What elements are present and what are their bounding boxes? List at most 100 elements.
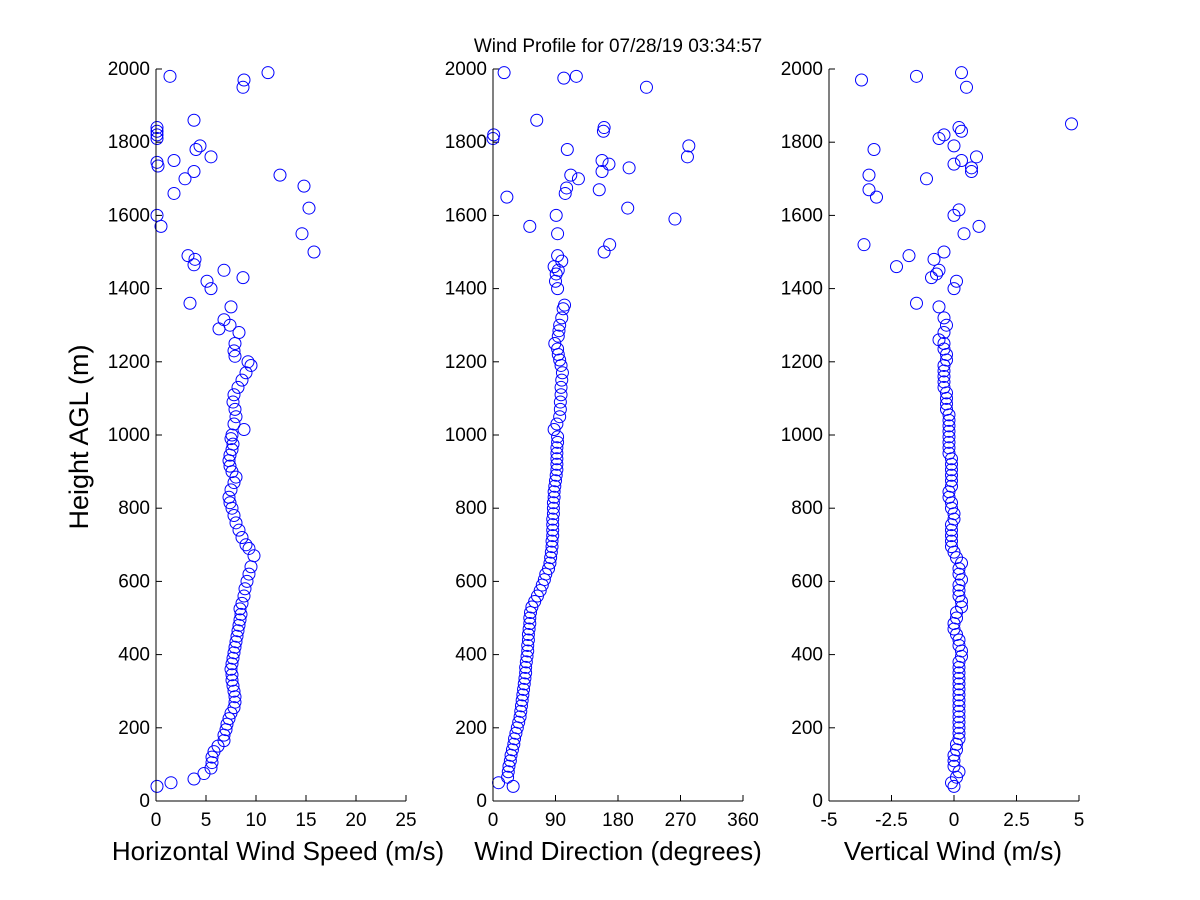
panel-0-data-point: [205, 750, 219, 764]
panel-0-x-tick-label: 10: [245, 810, 266, 831]
panel-0-data-point: [222, 490, 236, 504]
panel-0-data-point: [167, 154, 181, 167]
panel-1-data-point: [546, 518, 560, 532]
panel-2-axes: [828, 69, 1079, 802]
panel-0-data-point: [193, 139, 207, 153]
panel-0-y-tick-label: 1800: [108, 132, 150, 153]
panel-1-data-point: [550, 446, 564, 460]
panel-0-data-point: [163, 69, 177, 83]
panel-2-data-point: [952, 704, 966, 718]
panel-1-data-point: [571, 172, 585, 186]
panel-1-y-tick-label: 0: [476, 791, 487, 812]
panel-0-data-point: [224, 300, 238, 314]
panel-0-data-point: [231, 380, 245, 394]
panel-0-data-point: [227, 509, 241, 523]
panel-0-data-point: [236, 271, 250, 285]
panel-0-data-point: [229, 516, 243, 530]
panel-1-x-tick-label: 180: [602, 810, 634, 831]
panel-2-y-tick-label: 2000: [781, 59, 823, 80]
panel-2-data-point: [945, 474, 958, 488]
panel-0-points: [150, 66, 321, 793]
panel-0-data-point: [225, 443, 239, 457]
panel-2-data-point: [927, 252, 941, 266]
panel-2-data-point: [952, 666, 966, 680]
panel-2-data-point: [937, 369, 951, 383]
panel-1-xlabel: Wind Direction (degrees): [474, 836, 762, 866]
panel-1-data-point: [517, 682, 531, 696]
panel-1-data-point: [550, 463, 564, 477]
panel-0-y-tick-label: 2000: [108, 59, 150, 80]
panel-1-y-tick-label: 1200: [445, 352, 487, 373]
panel-1-y-tick-label: 1000: [445, 425, 487, 446]
panel-2-data-point: [945, 540, 958, 554]
panel-0-data-point: [224, 483, 238, 497]
panel-1-data-point: [554, 380, 568, 394]
panel-0-data-point: [232, 523, 246, 537]
panel-2-data-point: [952, 578, 966, 592]
panel-0-data-point: [240, 574, 254, 588]
panel-2-data-point: [937, 311, 951, 325]
panel-1-data-point: [597, 121, 611, 135]
panel-0-data-point: [224, 662, 238, 676]
panel-1-data-point: [523, 219, 537, 233]
panel-0-data-point: [167, 186, 181, 200]
panel-2-data-point: [947, 779, 961, 793]
panel-1-data-point: [519, 655, 533, 669]
panel-2-data-point: [952, 688, 966, 702]
panel-0-data-point: [150, 128, 164, 142]
panel-2-data-point: [952, 671, 966, 685]
panel-0-data-point: [234, 607, 248, 621]
panel-0-data-point: [242, 541, 256, 555]
panel-2-data-point: [945, 479, 958, 493]
panel-1-data-point: [545, 534, 559, 548]
panel-2-ticks: 0 200 400 600 800 1000 1200 1400 1600 1800 2000 -5 -…: [781, 59, 1085, 831]
panel-1-data-point: [546, 501, 560, 515]
panel-1-data-point: [513, 710, 527, 724]
panel-2-data-point: [910, 69, 923, 83]
panel-2-data-point: [952, 121, 966, 135]
panel-0-data-point: [227, 344, 241, 358]
panel-1-data-point: [551, 263, 565, 277]
panel-1-x-tick-label: 0: [488, 810, 499, 831]
panel-1-data-point: [639, 80, 653, 94]
panel-0-data-point: [235, 596, 249, 610]
panel-2-y-tick-label: 800: [791, 498, 823, 519]
panel-0-data-point: [188, 252, 202, 266]
horizontal-wind-speed-panel: Horizontal Wind Speed (m/s) Height AGL (…: [64, 59, 444, 866]
panel-2-data-point: [947, 157, 961, 171]
panel-2-data-point: [930, 267, 943, 281]
panel-0-y-tick-label: 1600: [108, 205, 150, 226]
panel-1-data-point: [551, 329, 565, 343]
panel-2-data-point: [955, 124, 968, 138]
panel-1-data-point: [551, 227, 565, 241]
panel-1-data-point: [553, 410, 567, 424]
panel-1-data-point: [550, 441, 564, 455]
panel-1-data-point: [551, 430, 565, 444]
panel-2-data-point: [940, 397, 953, 411]
panel-2-data-point: [957, 227, 971, 241]
panel-1-data-point: [553, 395, 567, 409]
panel-0-data-point: [226, 679, 240, 693]
wind-direction-panel: Wind Direction (degrees) 0 200 400 600 800 10…: [445, 59, 762, 866]
panel-1-data-point: [560, 181, 574, 195]
panel-1-data-point: [546, 507, 560, 521]
panel-0-x-tick-label: 25: [395, 810, 416, 831]
panel-1-data-point: [517, 677, 531, 691]
panel-0-data-point: [205, 756, 219, 770]
panel-0-data-point: [297, 179, 311, 193]
panel-1-data-point: [518, 671, 532, 685]
panel-2-points: [855, 66, 1078, 793]
panel-1-data-point: [519, 666, 533, 680]
panel-2-y-tick-label: 1200: [781, 352, 823, 373]
panel-0-data-point: [225, 428, 239, 442]
panel-2-data-point: [970, 150, 983, 164]
panel-1-y-tick-label: 400: [455, 645, 487, 666]
panel-1-data-point: [521, 638, 535, 652]
panel-1-data-point: [547, 485, 561, 499]
panel-0-y-tick-label: 400: [118, 645, 150, 666]
panel-1-data-point: [552, 324, 566, 338]
panel-2-data-point: [855, 73, 868, 87]
panel-0-data-point: [150, 779, 164, 793]
panel-1-data-point: [503, 754, 517, 768]
panel-1-data-point: [548, 479, 562, 493]
